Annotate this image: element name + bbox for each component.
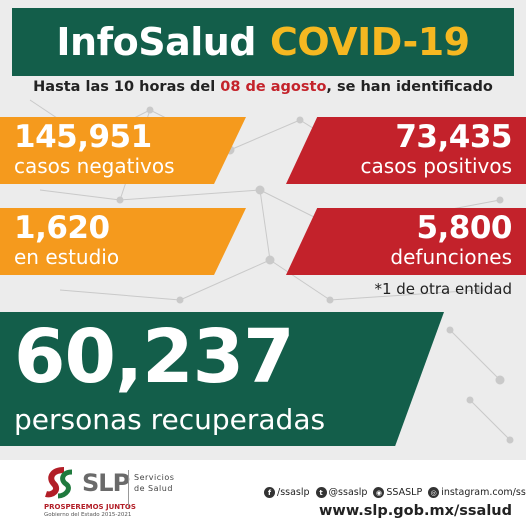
stat-label-estudio: en estudio (14, 245, 120, 269)
servicios-line2: de Salud (134, 484, 173, 494)
social-facebook[interactable]: f /ssaslp (264, 487, 310, 498)
stat-label-defunciones: defunciones (390, 245, 512, 269)
stat-value-negativos: 145,951 (14, 119, 152, 155)
stat-label-negativos: casos negativos (14, 154, 175, 178)
website-link[interactable]: www.slp.gob.mx/ssalud (319, 503, 512, 519)
header-title-infosalud: InfoSalud (56, 20, 256, 64)
stat-value-defunciones: 5,800 (416, 210, 512, 246)
subtitle-date: 08 de agosto (220, 79, 327, 95)
footer: SLP PROSPEREMOS JUNTOS Gobierno del Esta… (0, 460, 526, 526)
header-title-covid: COVID-19 (270, 20, 470, 64)
stat-value-positivos: 73,435 (395, 119, 512, 155)
twitter-icon: t (315, 487, 327, 498)
instagram-handle: instagram.com/ssaslp (441, 487, 526, 498)
stat-box-defunciones: 5,800 defunciones (286, 208, 526, 275)
servicios-line1: Servicios (134, 473, 175, 482)
stat-box-estudio: 1,620 en estudio (0, 208, 246, 275)
slp-logo: SLP PROSPEREMOS JUNTOS Gobierno del Esta… (38, 466, 138, 522)
stat-box-recuperadas: 60,237 personas recuperadas (0, 312, 444, 446)
social-circle-icon: ◉ (373, 487, 385, 498)
twitter-handle: @ssaslp (328, 487, 368, 498)
facebook-icon: f (264, 487, 275, 498)
servicios-de-salud: Servicios de Salud (134, 472, 174, 494)
stat-box-negativos: 145,951 casos negativos (0, 117, 246, 184)
report-subtitle: Hasta las 10 horas del 08 de agosto, se … (0, 79, 526, 95)
facebook-handle: /ssaslp (277, 487, 310, 498)
header-banner: InfoSalud COVID-19 (12, 8, 514, 76)
footnote-otra-entidad: *1 de otra entidad (374, 280, 512, 298)
logo-text: SLP (82, 469, 130, 497)
stat-label-positivos: casos positivos (360, 154, 512, 178)
subtitle-suffix: , se han identificado (326, 79, 493, 95)
social-other[interactable]: ◉ SSASLP (373, 487, 422, 498)
instagram-icon: ◎ (428, 487, 440, 498)
stat-value-estudio: 1,620 (14, 210, 110, 246)
stat-box-positivos: 73,435 casos positivos (286, 117, 526, 184)
other-handle: SSASLP (386, 487, 423, 498)
stat-value-recuperadas: 60,237 (14, 314, 295, 400)
social-links: f /ssaslp t @ssaslp ◉ SSASLP ◎ instagram… (264, 487, 526, 498)
logo-slogan: PROSPEREMOS JUNTOS (44, 503, 136, 511)
slp-emblem-icon (45, 467, 73, 499)
stat-label-recuperadas: personas recuperadas (14, 403, 326, 436)
subtitle-prefix: Hasta las 10 horas del (33, 79, 221, 95)
social-instagram[interactable]: ◎ instagram.com/ssaslp (428, 487, 526, 498)
logo-government: Gobierno del Estado 2015-2021 (44, 512, 132, 518)
social-twitter[interactable]: t @ssaslp (315, 487, 368, 498)
logo-divider (128, 470, 129, 508)
